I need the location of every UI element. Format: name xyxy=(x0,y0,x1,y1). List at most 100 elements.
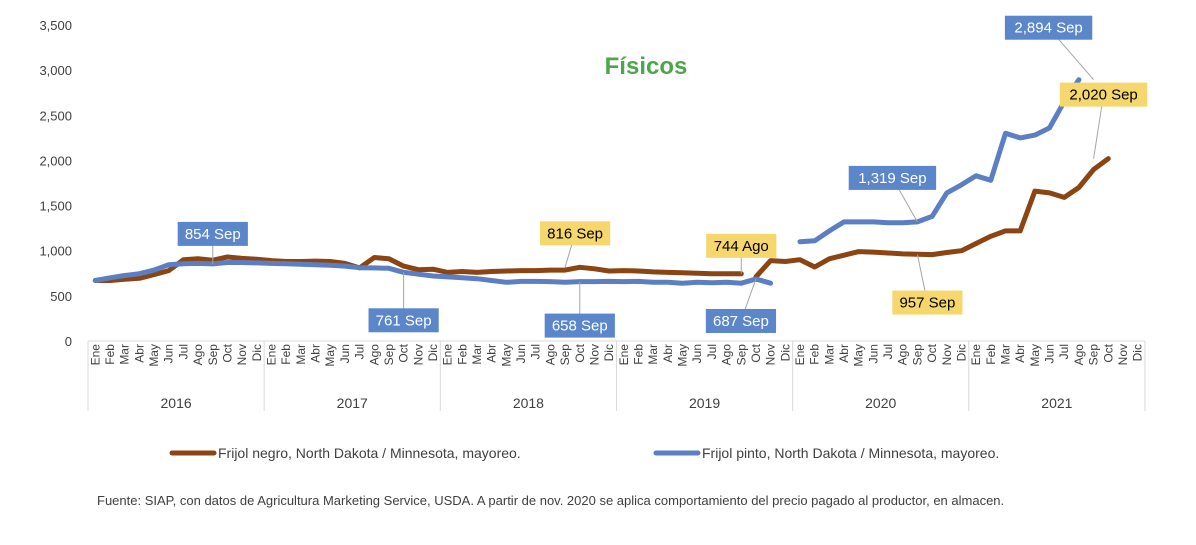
x-month-label: Abr xyxy=(309,344,323,363)
data-label: 744 Ago xyxy=(714,238,769,255)
data-label: 2,894 Sep xyxy=(1014,20,1082,37)
x-month-label: Ago xyxy=(720,344,734,366)
x-month-label: Nov xyxy=(411,344,425,365)
x-month-label: May xyxy=(499,344,513,367)
x-year-label: 2020 xyxy=(865,395,896,411)
x-year-label: 2021 xyxy=(1041,395,1072,411)
x-month-label: Sep xyxy=(910,344,924,366)
x-month-label: Sep xyxy=(382,344,396,366)
data-label: 1,319 Sep xyxy=(858,170,926,187)
x-month-label: Feb xyxy=(279,344,293,365)
x-month-label: Mar xyxy=(999,344,1013,365)
data-label: 687 Sep xyxy=(713,313,769,330)
x-month-label: Feb xyxy=(808,344,822,365)
x-month-label: Mar xyxy=(294,344,308,365)
x-month-label: Ene xyxy=(441,344,455,366)
x-month-label: Ene xyxy=(793,344,807,366)
data-label: 816 Sep xyxy=(547,225,603,242)
legend-label: Frijol negro, North Dakota / Minnesota, … xyxy=(218,445,521,461)
callout-box xyxy=(892,290,963,315)
data-label: 2,020 Sep xyxy=(1069,87,1137,104)
x-year-label: 2019 xyxy=(689,395,720,411)
x-month-label: Feb xyxy=(103,344,117,365)
callout-box xyxy=(368,308,439,333)
y-tick-label: 1,000 xyxy=(39,244,72,259)
x-axis: Ene Feb Mar Abr May Jun Jul Ago Sep Oct Nov Dic Ene F… xyxy=(87,340,1146,411)
x-month-label: Feb xyxy=(455,344,469,365)
line-chart: Físicos 0 500 1,000 1,500 2,000 2,500 3,000 3,5… xyxy=(39,15,1148,461)
x-month-label: Jun xyxy=(338,344,352,363)
x-month-label: Oct xyxy=(1101,343,1115,362)
x-year-label: 2017 xyxy=(337,395,368,411)
x-month-label: Ago xyxy=(896,344,910,366)
x-month-label: Dic xyxy=(778,344,792,361)
x-month-label: Sep xyxy=(206,344,220,366)
data-label: 854 Sep xyxy=(185,226,241,243)
x-month-label: Abr xyxy=(837,344,851,363)
x-month-label: Jul xyxy=(176,344,190,359)
x-month-label: May xyxy=(1028,344,1042,367)
x-month-label: May xyxy=(147,344,161,367)
x-month-label: Dic xyxy=(250,344,264,361)
y-tick-label: 3,500 xyxy=(39,18,72,33)
x-month-label: Sep xyxy=(734,344,748,366)
x-month-label: Jul xyxy=(881,344,895,359)
y-tick-label: 2,500 xyxy=(39,108,72,123)
y-tick-label: 2,000 xyxy=(39,153,72,168)
callout-box xyxy=(706,233,777,258)
series-line xyxy=(797,77,1082,245)
x-month-label: Ene xyxy=(88,344,102,366)
legend: Frijol negro, North Dakota / Minnesota, … xyxy=(169,445,999,461)
x-month-label: Ago xyxy=(1072,344,1086,366)
x-month-label: Jun xyxy=(514,344,528,363)
x-month-label: Dic xyxy=(954,344,968,361)
series-line xyxy=(92,254,744,283)
x-month-label: Ago xyxy=(191,344,205,366)
x-month-label: Mar xyxy=(470,344,484,365)
x-year-label: 2018 xyxy=(513,395,544,411)
callout-box xyxy=(1059,82,1148,107)
series-line xyxy=(753,156,1111,280)
source-note: Fuente: SIAP, con datos de Agricultura M… xyxy=(97,493,1005,508)
x-month-label: Nov xyxy=(235,344,249,365)
x-month-label: May xyxy=(676,344,690,367)
x-month-label: Abr xyxy=(661,344,675,363)
x-month-label: Sep xyxy=(1087,344,1101,366)
x-month-label: Mar xyxy=(646,344,660,365)
chart-title: Físicos xyxy=(605,53,688,80)
series-line xyxy=(92,260,774,286)
y-axis: 0 500 1,000 1,500 2,000 2,500 3,000 3,500 xyxy=(39,18,72,349)
series-layer xyxy=(92,77,1111,286)
x-month-label: Oct xyxy=(749,343,763,362)
annotation-layer: 854 Sep 761 Sep 816 Sep 658 Sep 744 Ago 687 S… xyxy=(177,15,1148,338)
x-month-label: Jun xyxy=(162,344,176,363)
data-label: 658 Sep xyxy=(552,318,608,335)
x-month-label: Oct xyxy=(397,343,411,362)
y-tick-label: 0 xyxy=(65,334,72,349)
x-month-label: Dic xyxy=(426,344,440,361)
x-month-label: Feb xyxy=(984,344,998,365)
y-tick-label: 500 xyxy=(50,289,72,304)
callout-box xyxy=(1004,15,1093,40)
x-month-label: Dic xyxy=(1131,344,1145,361)
x-month-label: Ene xyxy=(969,344,983,366)
legend-label: Frijol pinto, North Dakota / Minnesota, … xyxy=(702,445,999,461)
x-month-label: Abr xyxy=(485,344,499,363)
x-month-label: Ene xyxy=(617,344,631,366)
x-month-label: May xyxy=(323,344,337,367)
x-month-label: Sep xyxy=(558,344,572,366)
x-month-label: Oct xyxy=(573,343,587,362)
x-month-label: Oct xyxy=(925,343,939,362)
x-month-label: Jun xyxy=(1043,344,1057,363)
x-month-label: Jun xyxy=(690,344,704,363)
x-month-label: Dic xyxy=(602,344,616,361)
x-month-label: Jul xyxy=(529,344,543,359)
y-tick-label: 3,000 xyxy=(39,63,72,78)
callout-box xyxy=(540,221,611,246)
x-month-label: May xyxy=(852,344,866,367)
data-label: 957 Sep xyxy=(899,295,955,312)
y-tick-label: 1,500 xyxy=(39,199,72,214)
x-month-label: Mar xyxy=(118,344,132,365)
x-month-label: Ago xyxy=(543,344,557,366)
x-month-label: Ago xyxy=(367,344,381,366)
